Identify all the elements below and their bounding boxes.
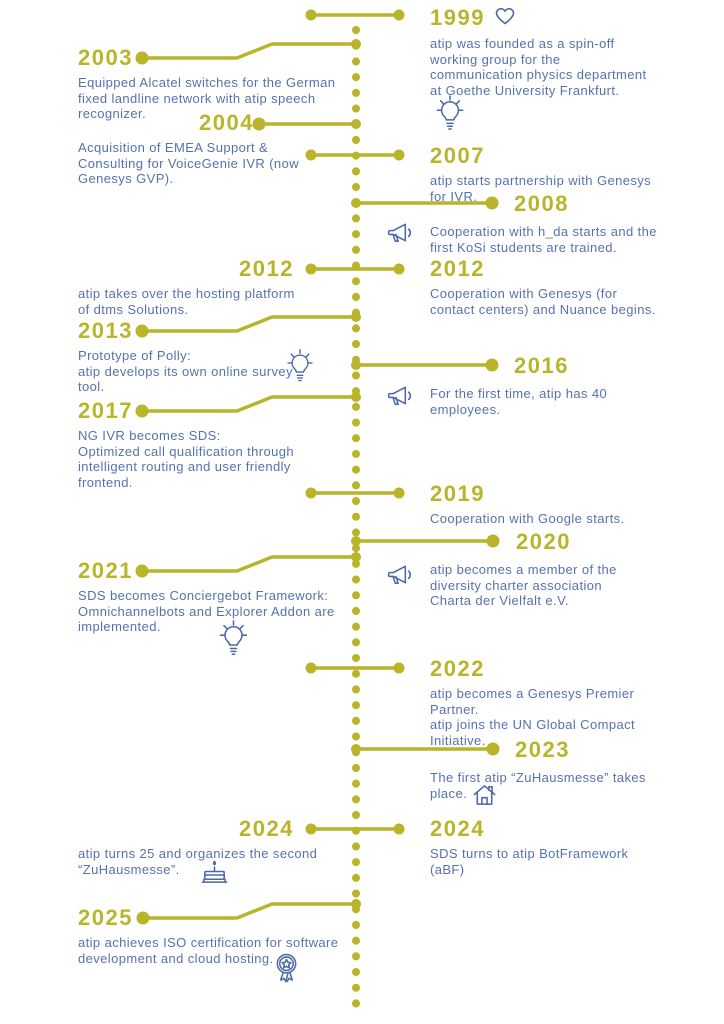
connector-2022 xyxy=(305,662,405,674)
milestone-2022: 2022 atip becomes a Genesys Premier Part… xyxy=(430,657,635,748)
connector-2020 xyxy=(351,534,500,548)
milestone-description: For the first time, atip has 40 employee… xyxy=(430,386,608,417)
milestone-2003: 2003 Equipped Alcatel switches for the G… xyxy=(78,46,335,122)
connector-2019 xyxy=(305,487,405,499)
lightbulb-icon xyxy=(434,94,466,134)
connector-2021 xyxy=(135,552,361,578)
cake-icon xyxy=(199,858,230,885)
milestone-description: atip becomes a Genesys Premier Partner. … xyxy=(430,686,636,748)
milestone-year: 2004 xyxy=(199,110,254,135)
medal-icon xyxy=(273,951,300,986)
milestone-year: 2019 xyxy=(430,481,485,506)
milestone-year: 2008 xyxy=(514,191,569,216)
milestone-year: 2024 xyxy=(239,816,294,841)
milestone-year: 1999 xyxy=(430,4,485,30)
milestone-2016: 2016 For the first time, atip has 40 emp… xyxy=(430,354,607,417)
connector-2016 xyxy=(351,358,499,372)
milestone-2024-left: 2024 atip turns 25 and organizes the sec… xyxy=(78,817,317,877)
lightbulb-icon xyxy=(285,348,315,385)
milestone-description: atip achieves ISO certification for soft… xyxy=(78,935,339,966)
megaphone-icon xyxy=(387,221,414,245)
milestone-2013: 2013 Prototype of Polly: atip develops i… xyxy=(78,319,293,395)
milestone-2025: 2025 atip achieves ISO certification for… xyxy=(78,906,338,966)
milestone-description: atip starts partnership with Genesys for… xyxy=(430,173,652,204)
milestone-description: Cooperation with h_da starts and the fir… xyxy=(430,224,657,255)
milestone-year: 2013 xyxy=(78,318,133,343)
milestone-description: atip was founded as a spin-off working g… xyxy=(430,36,647,98)
milestone-2012-right: 2012 Cooperation with Genesys (for conta… xyxy=(430,257,656,317)
milestone-description: NG IVR becomes SDS: Optimized call quali… xyxy=(78,428,295,490)
connector-2025 xyxy=(136,899,361,925)
connector-2017 xyxy=(135,392,361,418)
milestone-description: atip takes over the hosting platform of … xyxy=(78,286,295,317)
connector-2007 xyxy=(305,149,405,161)
milestone-1999: 1999 atip was founded as a spin-off work… xyxy=(430,4,647,98)
heart-icon xyxy=(493,4,517,31)
milestone-description: SDS becomes Conciergebot Framework: Omni… xyxy=(78,588,335,634)
milestone-description: SDS turns to atip BotFramework (aBF) xyxy=(430,846,629,877)
milestone-2012-left: 2012 atip takes over the hosting platfor… xyxy=(78,257,295,317)
milestone-year: 2021 xyxy=(78,558,133,583)
connector-2023 xyxy=(351,742,500,756)
milestone-description: atip turns 25 and organizes the second “… xyxy=(78,846,318,877)
connector-2024 xyxy=(305,823,405,835)
milestone-2021: 2021 SDS becomes Conciergebot Framework:… xyxy=(78,559,335,635)
milestone-description: Acquisition of EMEA Support & Consulting… xyxy=(78,140,299,186)
milestone-2007: 2007 atip starts partnership with Genesy… xyxy=(430,144,651,204)
milestone-description: Prototype of Polly: atip develops its ow… xyxy=(78,348,293,394)
milestone-year: 2012 xyxy=(430,256,485,281)
milestone-year: 2007 xyxy=(430,143,485,168)
milestone-year: 2020 xyxy=(516,529,571,554)
milestone-2023: 2023 The first atip “ZuHausmesse” takes … xyxy=(430,738,646,801)
connector-1999 xyxy=(305,9,405,21)
milestone-year: 2017 xyxy=(78,398,133,423)
milestone-2004: 2004 Acquisition of EMEA Support & Consu… xyxy=(78,111,299,187)
milestone-year: 2024 xyxy=(430,816,485,841)
connector-2003 xyxy=(135,39,361,65)
milestone-description: Cooperation with Genesys (for contact ce… xyxy=(430,286,656,317)
house-icon xyxy=(471,782,498,807)
megaphone-icon xyxy=(387,563,414,587)
lightbulb-icon xyxy=(217,619,250,659)
connector-2012 xyxy=(305,263,405,275)
milestone-description: Cooperation with Google starts. xyxy=(430,511,625,526)
milestone-year: 2003 xyxy=(78,45,133,70)
connector-2013 xyxy=(135,312,361,338)
milestone-year: 2016 xyxy=(514,353,569,378)
milestone-year: 2022 xyxy=(430,656,485,681)
milestone-year: 2023 xyxy=(515,737,570,762)
milestone-2017: 2017 NG IVR becomes SDS: Optimized call … xyxy=(78,399,294,490)
milestone-2024-right: 2024 SDS turns to atip BotFramework (aBF… xyxy=(430,817,628,877)
milestone-description: atip becomes a member of the diversity c… xyxy=(430,562,617,608)
megaphone-icon xyxy=(387,384,414,408)
connector-2008 xyxy=(351,196,499,210)
milestone-description: Equipped Alcatel switches for the German… xyxy=(78,75,336,121)
milestone-2008: 2008 Cooperation with h_da starts and th… xyxy=(430,192,657,255)
milestone-2020: 2020 atip becomes a member of the divers… xyxy=(430,530,617,609)
milestone-2019: 2019 Cooperation with Google starts. xyxy=(430,482,625,527)
milestone-year: 2025 xyxy=(78,905,133,930)
milestone-description: The first atip “ZuHausmesse” takes place… xyxy=(430,770,646,801)
connector-2004 xyxy=(252,117,361,131)
milestone-year: 2012 xyxy=(239,256,294,281)
